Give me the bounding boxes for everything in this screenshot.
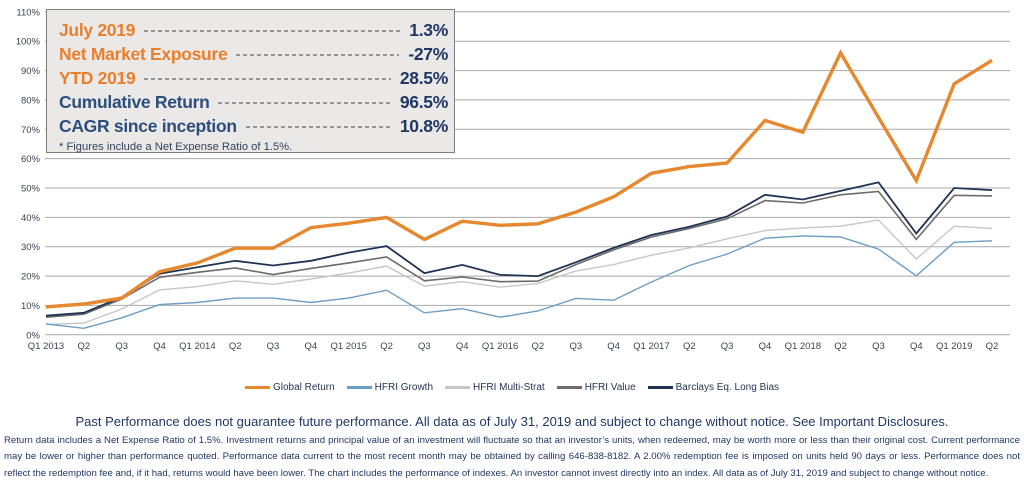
svg-text:Q2: Q2 bbox=[532, 341, 545, 352]
svg-text:Q1 2014: Q1 2014 bbox=[179, 341, 215, 352]
svg-text:Q3: Q3 bbox=[721, 341, 734, 352]
svg-text:Q2: Q2 bbox=[77, 341, 90, 352]
svg-text:Q3: Q3 bbox=[267, 341, 280, 352]
svg-text:Q2: Q2 bbox=[683, 341, 696, 352]
svg-text:Q1 2018: Q1 2018 bbox=[785, 341, 821, 352]
svg-text:60%: 60% bbox=[21, 154, 41, 165]
svg-text:20%: 20% bbox=[21, 272, 41, 283]
svg-text:Q4: Q4 bbox=[456, 341, 469, 352]
svg-text:Q1 2015: Q1 2015 bbox=[330, 341, 366, 352]
svg-text:Q4: Q4 bbox=[305, 341, 318, 352]
svg-text:Q2: Q2 bbox=[229, 341, 242, 352]
svg-text:Q4: Q4 bbox=[607, 341, 620, 352]
svg-text:110%: 110% bbox=[16, 7, 40, 18]
svg-text:90%: 90% bbox=[21, 66, 41, 77]
svg-text:40%: 40% bbox=[21, 213, 41, 224]
svg-text:50%: 50% bbox=[21, 184, 41, 195]
svg-text:Q1 2016: Q1 2016 bbox=[482, 341, 518, 352]
svg-text:10%: 10% bbox=[21, 301, 41, 312]
svg-text:Q4: Q4 bbox=[759, 341, 772, 352]
svg-text:Q4: Q4 bbox=[910, 341, 923, 352]
svg-text:Q3: Q3 bbox=[569, 341, 582, 352]
svg-text:100%: 100% bbox=[16, 37, 41, 48]
svg-text:Q4: Q4 bbox=[153, 341, 166, 352]
svg-text:0%: 0% bbox=[26, 330, 40, 341]
svg-text:Q1 2019: Q1 2019 bbox=[936, 341, 972, 352]
svg-text:Q2: Q2 bbox=[380, 341, 393, 352]
svg-text:80%: 80% bbox=[21, 95, 41, 106]
svg-text:70%: 70% bbox=[21, 125, 41, 136]
svg-text:Q3: Q3 bbox=[872, 341, 885, 352]
svg-text:Q3: Q3 bbox=[115, 341, 128, 352]
svg-text:30%: 30% bbox=[21, 242, 41, 253]
svg-text:Q3: Q3 bbox=[418, 341, 431, 352]
svg-text:Q1 2013: Q1 2013 bbox=[28, 341, 64, 352]
svg-text:Q2: Q2 bbox=[986, 341, 999, 352]
svg-text:Q2: Q2 bbox=[834, 341, 847, 352]
svg-text:Q1 2017: Q1 2017 bbox=[633, 341, 669, 352]
